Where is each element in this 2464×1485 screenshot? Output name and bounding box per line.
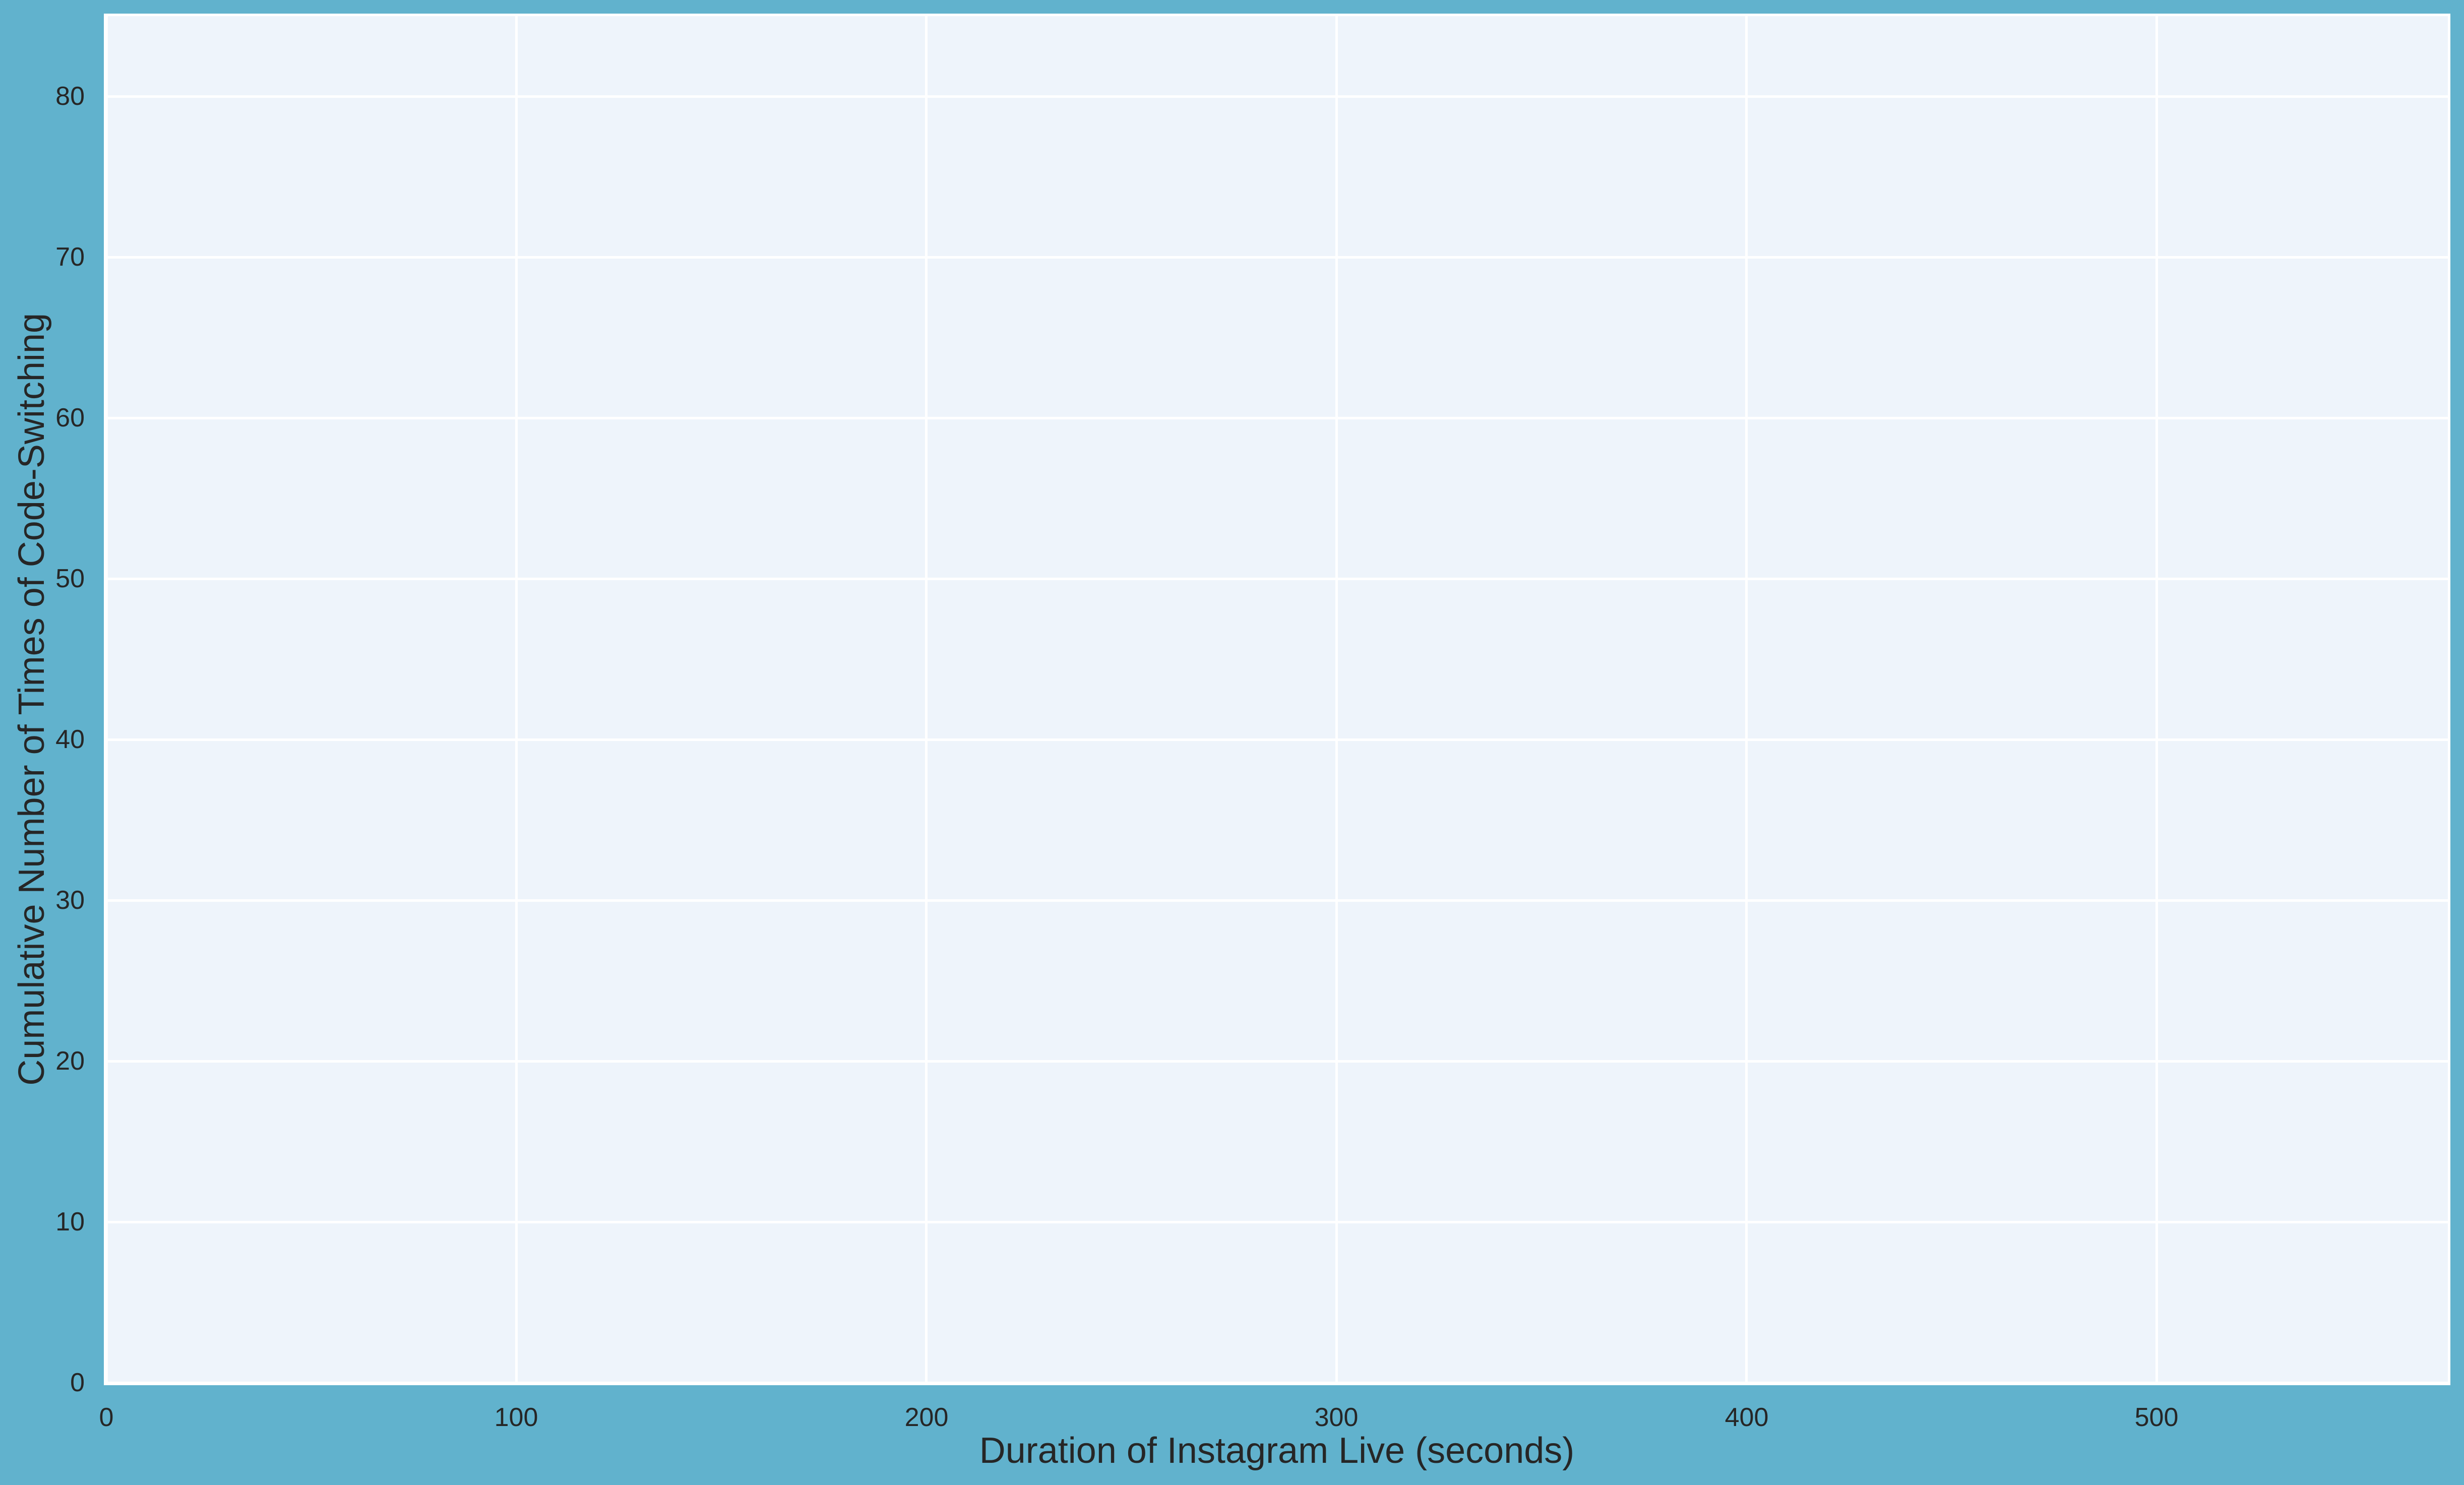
y-tick-label-50: 50	[55, 564, 85, 593]
y-tick-label-30: 30	[55, 886, 85, 915]
x-tick-label-200: 200	[904, 1403, 949, 1432]
y-tick-label-20: 20	[55, 1046, 85, 1076]
gridline-x-400	[1745, 16, 1748, 1383]
y-tick-label-10: 10	[55, 1207, 85, 1236]
gridline-y-30	[106, 899, 2448, 902]
gridline-x-500	[2155, 16, 2158, 1383]
gridline-x-200	[925, 16, 928, 1383]
x-tick-label-400: 400	[1724, 1403, 1769, 1432]
gridline-y-80	[106, 95, 2448, 98]
y-tick-label-70: 70	[55, 242, 85, 272]
plot-area	[104, 14, 2450, 1385]
y-tick-label-60: 60	[55, 403, 85, 432]
y-axis-label-container: Cumulative Number of Times of Code-Switc…	[5, 14, 58, 1385]
x-axis-label: Duration of Instagram Live (seconds)	[979, 1431, 1575, 1471]
x-tick-label-100: 100	[494, 1403, 538, 1432]
gridline-y-40	[106, 738, 2448, 741]
gridline-y-50	[106, 578, 2448, 580]
x-tick-label-0: 0	[99, 1403, 114, 1432]
gridline-x-0	[105, 16, 108, 1383]
y-tick-label-40: 40	[55, 725, 85, 754]
x-tick-label-300: 300	[1314, 1403, 1359, 1432]
gridline-y-60	[106, 417, 2448, 419]
gridline-y-10	[106, 1221, 2448, 1223]
x-tick-label-500: 500	[2134, 1403, 2179, 1432]
gridline-y-20	[106, 1060, 2448, 1063]
gridline-y-70	[106, 256, 2448, 259]
gridline-y-0	[106, 1382, 2448, 1384]
y-tick-label-80: 80	[55, 82, 85, 111]
y-tick-label-0: 0	[70, 1368, 85, 1397]
y-axis-label: Cumulative Number of Times of Code-Switc…	[11, 313, 52, 1086]
gridline-x-100	[515, 16, 518, 1383]
gridline-x-300	[1335, 16, 1338, 1383]
